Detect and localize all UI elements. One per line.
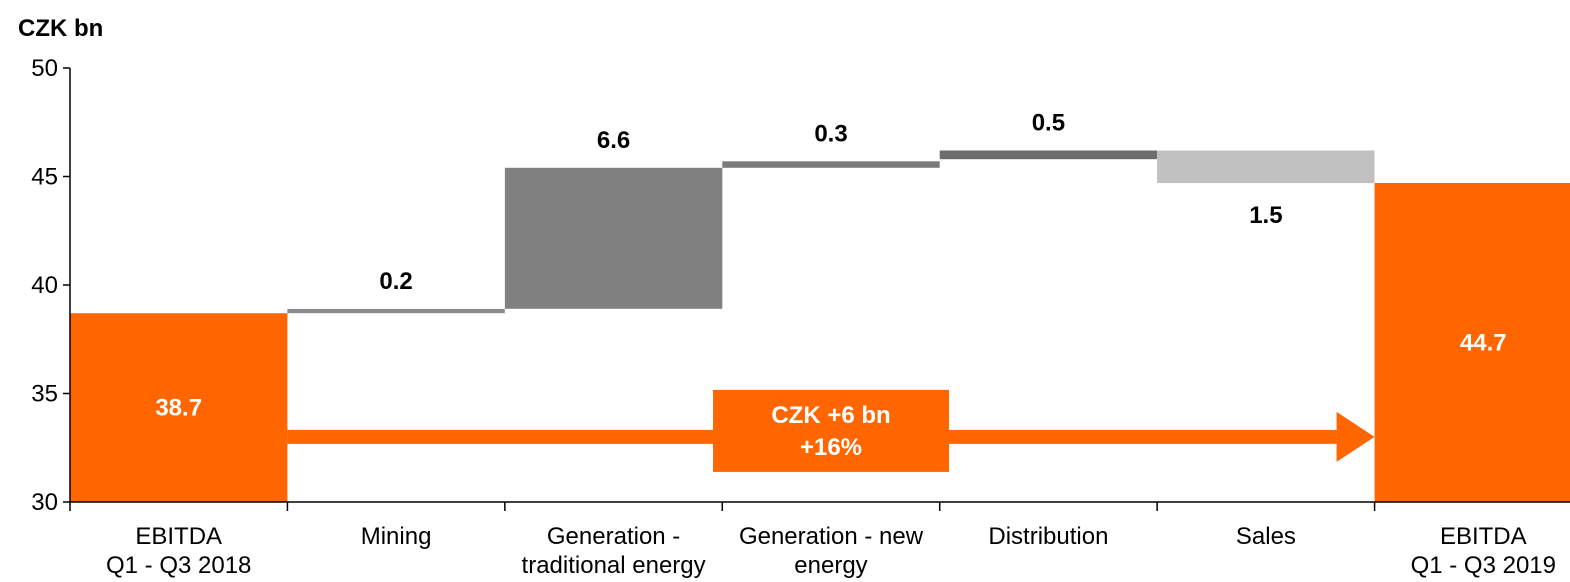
growth-annotation-line-1: CZK +6 bn [771, 402, 890, 429]
growth-arrow: CZK +6 bn +16% [287, 389, 1375, 472]
bar-1 [70, 313, 288, 502]
bar-4 [722, 161, 940, 168]
x-category-label-4: Generation - new energy [739, 523, 924, 579]
data-labels: 38.7 0.2 6.6 0.3 0.5 1.5 44.7 [155, 110, 1506, 422]
y-tick-label-50: 50 [31, 55, 58, 82]
growth-annotation-line-2: +16% [800, 434, 862, 461]
axes: 30 35 40 45 50 EBITDA Q1 - Q3 2018 Mining Genera… [31, 55, 1570, 579]
bar-5 [939, 150, 1158, 160]
bar-2 [287, 308, 505, 314]
growth-annotation-box [713, 389, 949, 472]
data-label-7: 44.7 [1460, 330, 1507, 357]
x-category-label-7: EBITDA Q1 - Q3 2019 [1411, 523, 1556, 579]
y-tick-label-30: 30 [31, 489, 58, 516]
y-tick-label-35: 35 [31, 381, 58, 408]
data-label-4: 0.3 [814, 120, 847, 147]
x-category-label-6: Sales [1236, 523, 1296, 550]
data-label-5: 0.5 [1032, 110, 1065, 137]
bars-layer [70, 150, 1570, 502]
data-label-3: 6.6 [597, 127, 630, 154]
bar-7 [1374, 183, 1570, 502]
x-category-label-3: Generation -traditional energy [522, 523, 706, 579]
bar-3 [504, 167, 723, 309]
y-axis-title: CZK bn [18, 15, 103, 42]
y-tick-label-40: 40 [31, 272, 58, 299]
bar-6 [1157, 150, 1375, 184]
x-category-label-2: Mining [361, 523, 432, 550]
x-category-label-1: EBITDA Q1 - Q3 2018 [106, 523, 251, 579]
y-tick-label-45: 45 [31, 164, 58, 191]
data-label-1: 38.7 [155, 395, 202, 422]
growth-arrow-head [1336, 411, 1375, 462]
data-label-6: 1.5 [1249, 202, 1282, 229]
x-category-label-5: Distribution [988, 523, 1108, 550]
data-label-2: 0.2 [379, 268, 412, 295]
